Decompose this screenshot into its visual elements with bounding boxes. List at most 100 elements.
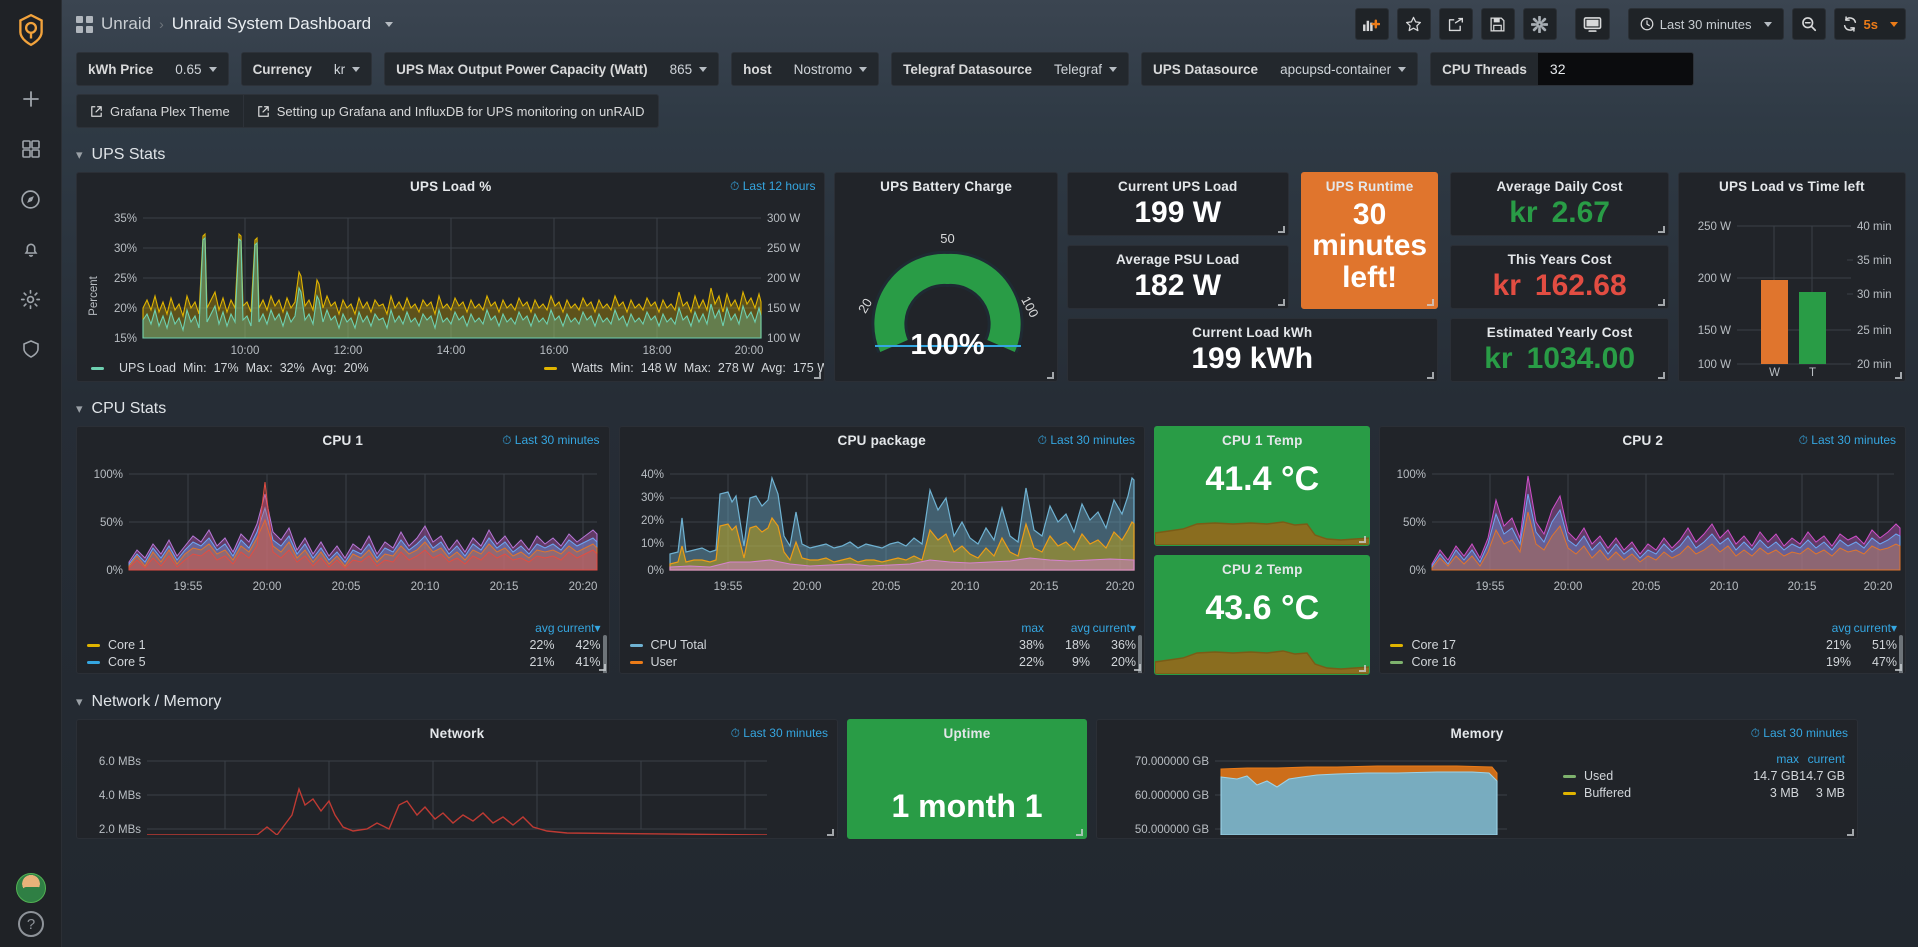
legend-scrollbar[interactable] bbox=[602, 635, 607, 673]
dashboard-link-ups-monitoring-guide[interactable]: Setting up Grafana and InfluxDB for UPS … bbox=[244, 95, 658, 127]
legend-col-avg[interactable]: avg bbox=[535, 621, 555, 635]
panel-average-daily-cost[interactable]: Average Daily Cost kr 2.67 bbox=[1450, 172, 1669, 236]
panel-resize-handle[interactable] bbox=[1134, 664, 1142, 671]
variable-host[interactable]: host Nostromo bbox=[731, 52, 880, 86]
cpu-threads-input[interactable] bbox=[1537, 53, 1693, 85]
panel-resize-handle[interactable] bbox=[1427, 299, 1435, 306]
breadcrumb-folder[interactable]: Unraid bbox=[101, 14, 152, 33]
legend-col-current[interactable]: current▾ bbox=[557, 621, 601, 635]
variable-value[interactable]: Telegraf bbox=[1042, 53, 1129, 85]
legend-scrollbar[interactable] bbox=[1138, 635, 1143, 673]
page-title[interactable]: Unraid System Dashboard bbox=[171, 14, 372, 33]
zoom-out-time-button[interactable] bbox=[1791, 8, 1826, 40]
legend-item[interactable]: Used 14.7 GB 14.7 GB bbox=[1563, 769, 1845, 783]
panel-cpu-package[interactable]: CPU package ⏱ Last 30 minutes 40% 30% 20… bbox=[618, 426, 1146, 674]
panel-estimated-yearly-cost[interactable]: Estimated Yearly Cost kr 1034.00 bbox=[1450, 318, 1669, 382]
variable-currency[interactable]: Currency kr bbox=[240, 52, 373, 86]
sidebar-item-create[interactable] bbox=[9, 74, 53, 124]
variable-value[interactable]: apcupsd-container bbox=[1269, 53, 1418, 85]
row-header-ups-stats[interactable]: ▾ UPS Stats bbox=[76, 138, 1906, 172]
legend-item-ups-load[interactable]: UPS Load Min: 17% Max: 32% Avg: 20% bbox=[91, 361, 369, 375]
legend-item[interactable]: Core 17 21% 51% bbox=[1390, 638, 1897, 652]
panel-resize-handle[interactable] bbox=[1277, 226, 1285, 233]
variable-ups-max-output-power-capacity[interactable]: UPS Max Output Power Capacity (Watt) 865 bbox=[384, 52, 720, 86]
save-dashboard-button[interactable] bbox=[1480, 8, 1515, 40]
panel-resize-handle[interactable] bbox=[1657, 372, 1665, 379]
add-panel-button[interactable] bbox=[1354, 8, 1389, 40]
chevron-down-icon[interactable] bbox=[385, 21, 394, 27]
panel-resize-handle[interactable] bbox=[1657, 226, 1665, 233]
panel-resize-handle[interactable] bbox=[814, 372, 822, 379]
mark-favorite-button[interactable] bbox=[1396, 8, 1431, 40]
avatar[interactable] bbox=[16, 873, 46, 903]
variable-value[interactable]: Nostromo bbox=[782, 53, 879, 85]
panel-resize-handle[interactable] bbox=[1895, 664, 1902, 671]
panel-resize-handle[interactable] bbox=[1359, 665, 1367, 672]
panel-cpu-1[interactable]: CPU 1 ⏱ Last 30 minutes 100% 50% 0% bbox=[76, 426, 610, 674]
variable-value[interactable]: 865 bbox=[658, 53, 719, 85]
panel-uptime[interactable]: Uptime 1 month 1 bbox=[847, 719, 1087, 839]
time-range-picker[interactable]: Last 30 minutes bbox=[1627, 8, 1784, 40]
panel-cpu-1-temp[interactable]: CPU 1 Temp 41.4 °C bbox=[1154, 426, 1371, 546]
panel-current-load-kwh[interactable]: Current Load kWh 199 kWh bbox=[1066, 318, 1438, 382]
variable-value[interactable]: kr bbox=[322, 53, 372, 85]
legend-col-current[interactable]: current▾ bbox=[1853, 621, 1897, 635]
sidebar-item-configuration[interactable] bbox=[9, 274, 53, 324]
sidebar-item-dashboards[interactable] bbox=[9, 124, 53, 174]
panel-resize-handle[interactable] bbox=[1657, 299, 1665, 306]
sidebar-item-alerting[interactable] bbox=[9, 224, 53, 274]
legend-col-current[interactable]: current bbox=[1807, 752, 1845, 766]
y2-tick: 40 min bbox=[1857, 221, 1892, 233]
panel-resize-handle[interactable] bbox=[1426, 372, 1434, 379]
panel-average-psu-load[interactable]: Average PSU Load 182 W bbox=[1066, 245, 1289, 309]
panel-cpu-2[interactable]: CPU 2 ⏱ Last 30 minutes 100% 50% 0% bbox=[1379, 426, 1906, 674]
variable-value[interactable]: 0.65 bbox=[164, 53, 228, 85]
panel-ups-battery-charge[interactable]: UPS Battery Charge 50 20 100 100% bbox=[834, 172, 1058, 382]
legend-col-max[interactable]: max bbox=[1021, 621, 1045, 635]
panel-cpu-2-temp[interactable]: CPU 2 Temp 43.6 °C bbox=[1154, 555, 1371, 675]
grafana-logo-icon[interactable] bbox=[9, 8, 53, 52]
legend-item[interactable]: User 22% 9% 20% bbox=[629, 655, 1136, 669]
variable-ups-datasource[interactable]: UPS Datasource apcupsd-container bbox=[1141, 52, 1419, 86]
panel-this-years-cost[interactable]: This Years Cost kr 162.68 bbox=[1450, 245, 1669, 309]
panel-current-ups-load[interactable]: Current UPS Load 199 W bbox=[1066, 172, 1289, 236]
panel-resize-handle[interactable] bbox=[1359, 536, 1367, 543]
legend-col-avg[interactable]: avg bbox=[1831, 621, 1851, 635]
legend-item-watts[interactable]: Watts Min: 148 W Max: 278 W Avg: 175 W bbox=[543, 361, 824, 375]
panel-network[interactable]: Network ⏱ Last 30 minutes 6.0 MBs 4.0 MB… bbox=[76, 719, 838, 839]
variable-cpu-threads[interactable]: CPU Threads bbox=[1430, 52, 1694, 86]
row-header-cpu-stats[interactable]: ▾ CPU Stats bbox=[76, 392, 1906, 426]
panel-resize-handle[interactable] bbox=[1277, 299, 1285, 306]
dashboards-grid-icon[interactable] bbox=[76, 15, 93, 33]
panel-resize-handle[interactable] bbox=[827, 829, 834, 836]
share-dashboard-button[interactable] bbox=[1438, 8, 1473, 40]
legend-item[interactable]: Core 1 22% 42% bbox=[87, 638, 601, 652]
legend-col-avg[interactable]: avg bbox=[1070, 621, 1091, 635]
panel-resize-handle[interactable] bbox=[1076, 829, 1083, 836]
variable-telegraf-datasource[interactable]: Telegraf Datasource Telegraf bbox=[891, 52, 1130, 86]
variable-kwh-price[interactable]: kWh Price 0.65 bbox=[76, 52, 229, 86]
sidebar-item-explore[interactable] bbox=[9, 174, 53, 224]
panel-resize-handle[interactable] bbox=[1046, 372, 1054, 379]
question-circle-icon[interactable]: ? bbox=[18, 911, 44, 937]
panel-resize-handle[interactable] bbox=[1894, 372, 1902, 379]
panel-resize-handle[interactable] bbox=[1847, 829, 1854, 836]
panel-ups-load-percent[interactable]: UPS Load % ⏱ Last 12 hours 35% 30% 25% 2… bbox=[76, 172, 826, 382]
panel-ups-load-vs-time-left[interactable]: UPS Load vs Time left 250 W 200 W 150 W … bbox=[1677, 172, 1906, 382]
panel-resize-handle[interactable] bbox=[598, 664, 606, 671]
panel-ups-runtime[interactable]: UPS Runtime 30 minutes left! bbox=[1300, 172, 1439, 309]
refresh-picker[interactable]: 5s bbox=[1833, 8, 1906, 40]
legend-scrollbar[interactable] bbox=[1899, 635, 1903, 673]
row-header-network-memory[interactable]: ▾ Network / Memory bbox=[76, 685, 1906, 719]
legend-item[interactable]: CPU Total 38% 18% 36% bbox=[629, 638, 1136, 652]
legend-item[interactable]: Core 5 21% 41% bbox=[87, 655, 601, 669]
legend-item[interactable]: Buffered 3 MB 3 MB bbox=[1563, 786, 1845, 800]
legend-item[interactable]: Core 16 19% 47% bbox=[1390, 655, 1897, 669]
legend-col-max[interactable]: max bbox=[1776, 752, 1799, 766]
dashboard-settings-button[interactable] bbox=[1522, 8, 1557, 40]
panel-memory[interactable]: Memory ⏱ Last 30 minutes 70.000000 GB 60… bbox=[1096, 719, 1858, 839]
tv-kiosk-button[interactable] bbox=[1574, 8, 1610, 40]
legend-col-current[interactable]: current▾ bbox=[1092, 621, 1137, 635]
dashboard-link-grafana-plex-theme[interactable]: Grafana Plex Theme bbox=[77, 95, 244, 127]
sidebar-item-server-admin[interactable] bbox=[9, 324, 53, 374]
